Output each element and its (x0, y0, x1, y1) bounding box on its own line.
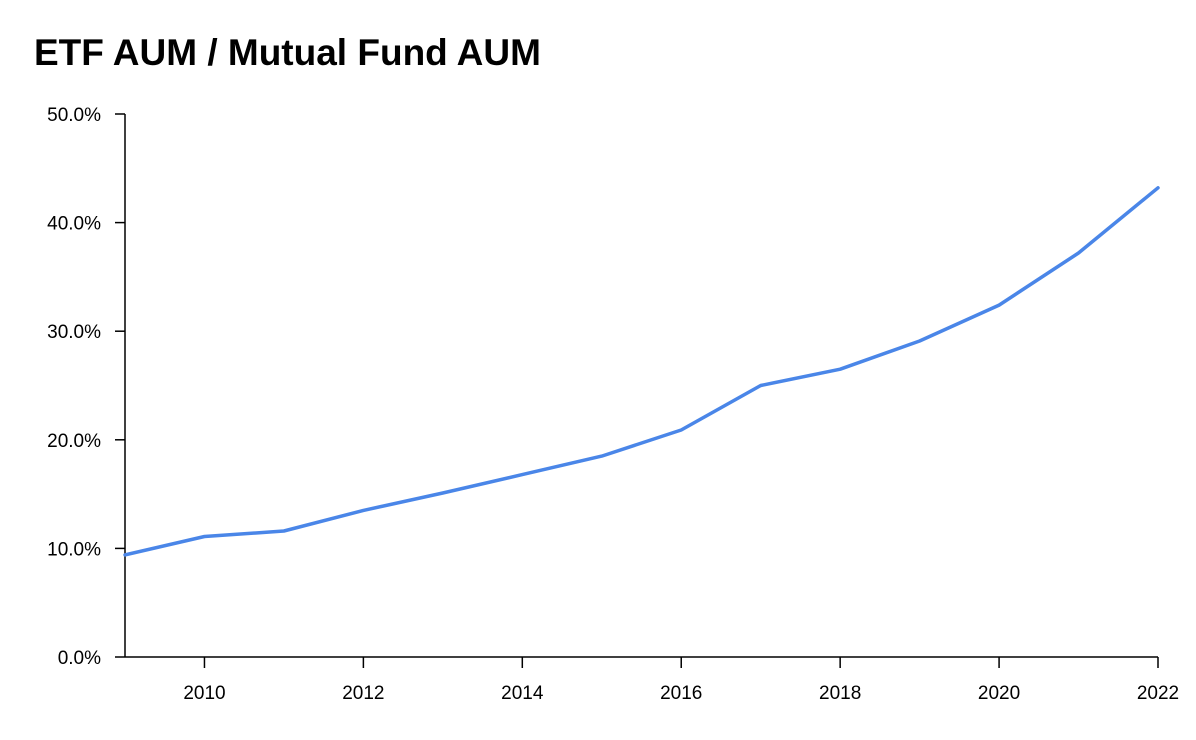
x-tick-label: 2010 (183, 683, 225, 704)
y-tick-label: 10.0% (47, 539, 101, 560)
chart-title: ETF AUM / Mutual Fund AUM (34, 32, 541, 73)
x-axis: 2010 2012 2014 2016 2018 2020 2022 (125, 656, 1179, 704)
y-tick-label: 50.0% (47, 105, 101, 126)
series-layer (123, 186, 1160, 557)
x-tick-label: 2012 (342, 683, 384, 704)
x-tick-label: 2016 (660, 683, 702, 704)
x-tick-label: 2022 (1137, 683, 1179, 704)
y-tick-label: 30.0% (47, 322, 101, 343)
x-tick-label: 2020 (978, 683, 1020, 704)
y-tick-label: 20.0% (47, 431, 101, 452)
x-tick-label: 2014 (501, 683, 544, 704)
y-tick-label: 40.0% (47, 214, 101, 235)
y-tick-label: 0.0% (58, 648, 101, 669)
series-line (123, 186, 1160, 557)
x-tick-label: 2018 (819, 683, 861, 704)
y-axis: 0.0% 10.0% 20.0% 30.0% 40.0% 50.0% (47, 105, 126, 669)
